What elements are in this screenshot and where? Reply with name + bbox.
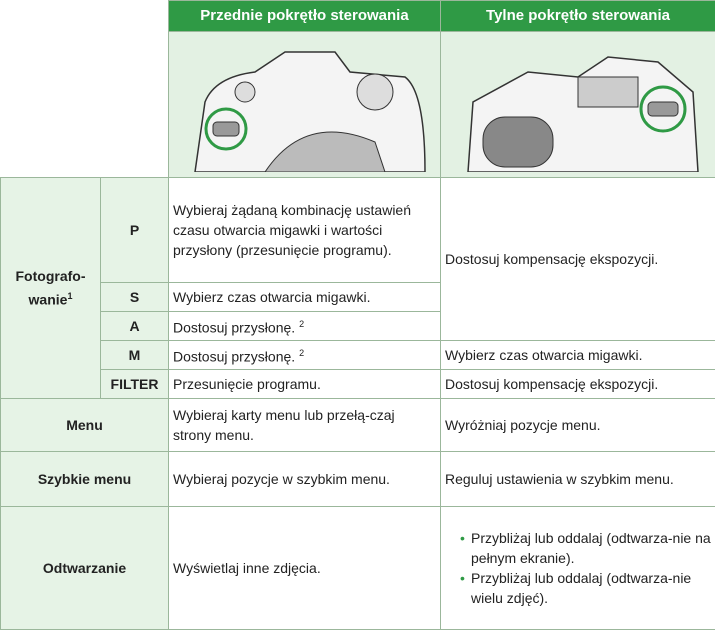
mode: M <box>100 340 169 370</box>
rear-cell: Wybierz czas otwarcia migawki. <box>440 340 715 370</box>
front-cell: Wybieraj żądaną kombinację ustawień czas… <box>168 177 441 283</box>
footnote: 1 <box>67 291 73 302</box>
row-label: Fotografo-wanie1 <box>0 177 101 399</box>
rear-cell: Dostosuj kompensację ekspozycji. <box>440 369 715 399</box>
front-cell: Wybieraj karty menu lub przełą-czaj stro… <box>168 398 441 452</box>
row-label: Menu <box>0 398 169 452</box>
column-header: Tylne pokrętło sterowania <box>440 0 715 32</box>
footnote: 2 <box>299 348 305 359</box>
rear-cell: Reguluj ustawienia w szybkim menu. <box>440 451 715 507</box>
row-menu: Menu Wybieraj karty menu lub przełą-czaj… <box>0 398 715 452</box>
bullet-item: Przybliżaj lub oddalaj (odtwarza-nie wie… <box>460 568 711 608</box>
row-a: A Dostosuj przysłonę. 2 <box>1 311 715 341</box>
bullet-list: Przybliżaj lub oddalaj (odtwarza-nie na … <box>459 528 711 608</box>
label-text: Fotografo-wanie <box>15 268 86 308</box>
camera-illustration <box>193 51 426 173</box>
front-cell: Przesunięcie programu. <box>168 369 441 399</box>
footnote: 2 <box>299 319 305 330</box>
bullet-item: Przybliżaj lub oddalaj (odtwarza-nie na … <box>460 528 711 568</box>
row-quick-menu: Szybkie menu Wybieraj pozycje w szybkim … <box>0 451 715 507</box>
front-cell: Dostosuj przysłonę. 2 <box>168 311 441 341</box>
row-label: Odtwarzanie <box>0 506 169 630</box>
rear-cell: Dostosuj kompensację ekspozycji. <box>440 177 715 341</box>
column-header: Przednie pokrętło sterowania <box>168 0 441 32</box>
row-playback: Odtwarzanie Wyświetlaj inne zdjęcia. Prz… <box>0 506 715 630</box>
front-dial-image <box>168 31 441 178</box>
front-cell: Dostosuj przysłonę. 2 <box>168 340 441 370</box>
front-cell: Wybieraj pozycje w szybkim menu. <box>168 451 441 507</box>
mode: FILTER <box>100 369 169 399</box>
mode: S <box>100 282 169 312</box>
row-filter: FILTER Przesunięcie programu. Dostosuj k… <box>1 369 715 399</box>
row-label: Szybkie menu <box>0 451 169 507</box>
row-p: Fotografo-wanie1 P Wybieraj żądaną kombi… <box>0 177 715 399</box>
rear-cell: Przybliżaj lub oddalaj (odtwarza-nie na … <box>440 506 715 630</box>
header-row: Przednie pokrętło sterowania Tylne pokrę… <box>1 0 715 32</box>
image-row <box>1 31 715 178</box>
rear-dial-image <box>440 31 715 178</box>
mode: A <box>100 311 169 341</box>
row-m: M Dostosuj przysłonę. 2 Wybierz czas otw… <box>1 340 715 370</box>
front-cell: Wyświetlaj inne zdjęcia. <box>168 506 441 630</box>
mode: P <box>100 177 169 283</box>
camera-illustration <box>467 56 699 173</box>
cell-text: Dostosuj przysłonę. <box>173 319 296 336</box>
cell-text: Dostosuj przysłonę. <box>173 348 296 365</box>
front-cell: Wybierz czas otwarcia migawki. <box>168 282 441 312</box>
rear-cell: Wyróżniaj pozycje menu. <box>440 398 715 452</box>
